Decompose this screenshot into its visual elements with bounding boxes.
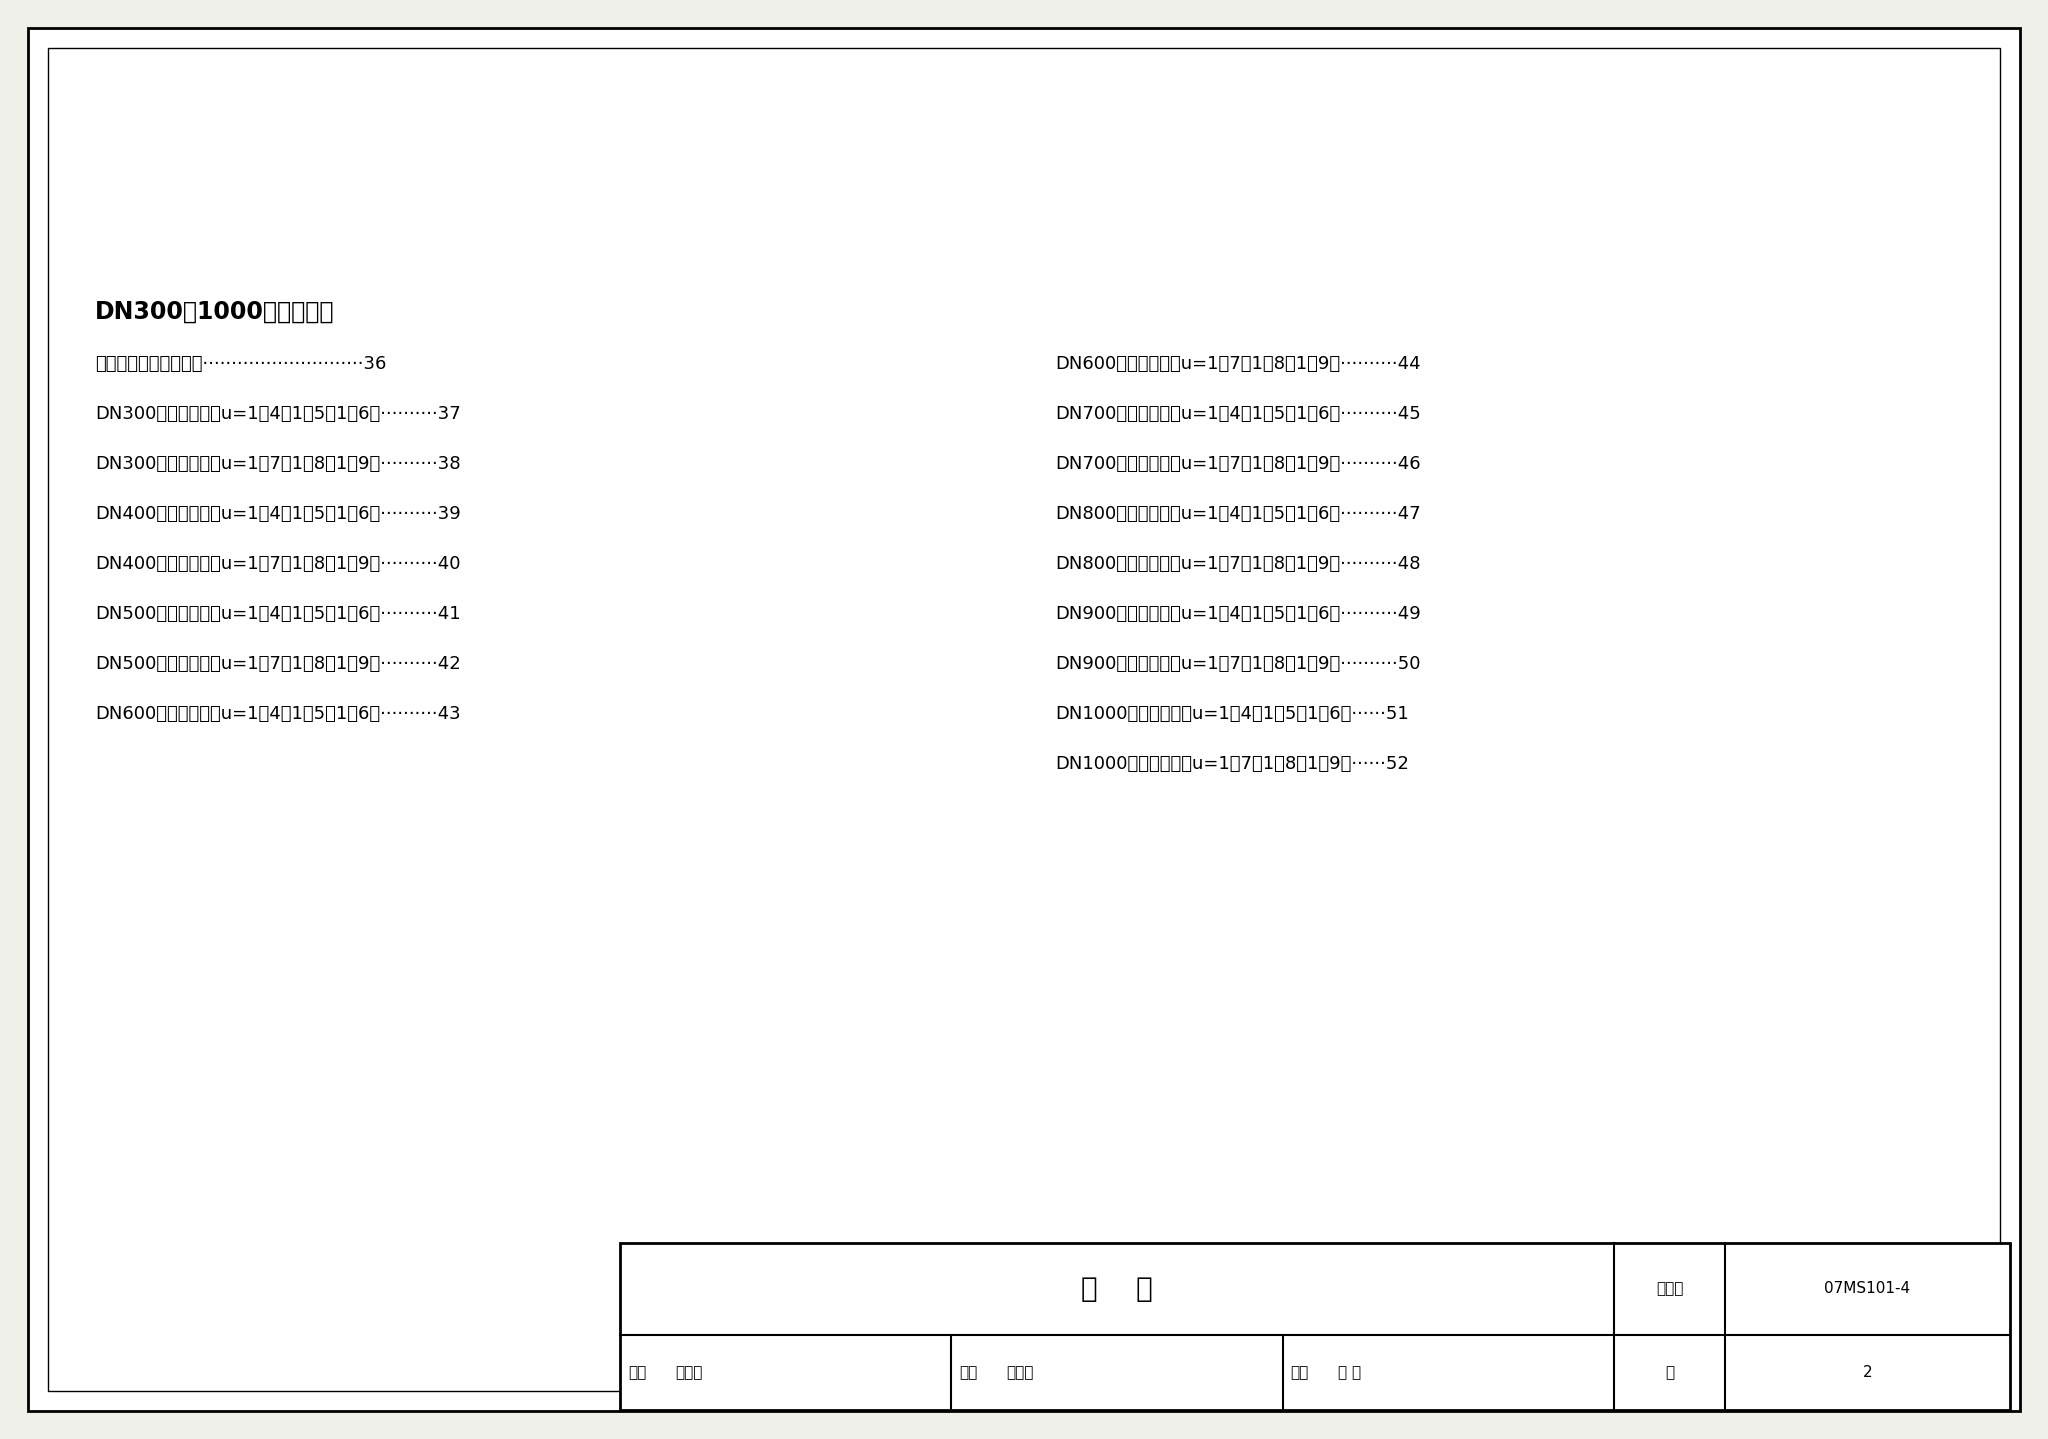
Text: 尹克明: 尹克明 <box>676 1366 702 1380</box>
Text: DN700支墩选用表（u=1／4、1／5、1／6）··········45: DN700支墩选用表（u=1／4、1／5、1／6）··········45 <box>1055 404 1421 423</box>
Text: 07MS101-4: 07MS101-4 <box>1825 1281 1911 1297</box>
Text: DN900支墩选用表（u=1／4、1／5、1／6）··········49: DN900支墩选用表（u=1／4、1／5、1／6）··········49 <box>1055 604 1421 623</box>
Text: 校对: 校对 <box>958 1366 977 1380</box>
Text: DN900支墩选用表（u=1／7、1／8、1／9）··········50: DN900支墩选用表（u=1／7、1／8、1／9）··········50 <box>1055 655 1421 673</box>
Text: DN600支墩选用表（u=1／4、1／5、1／6）··········43: DN600支墩选用表（u=1／4、1／5、1／6）··········43 <box>94 705 461 722</box>
Text: DN1000支墩选用表（u=1／4、1／5、1／6）······51: DN1000支墩选用表（u=1／4、1／5、1／6）······51 <box>1055 705 1409 722</box>
Text: DN1000支墩选用表（u=1／7、1／8、1／9）······52: DN1000支墩选用表（u=1／7、1／8、1／9）······52 <box>1055 755 1409 773</box>
Text: DN800支墩选用表（u=1／4、1／5、1／6）··········47: DN800支墩选用表（u=1／4、1／5、1／6）··········47 <box>1055 505 1421 522</box>
Text: 王水华: 王水华 <box>1006 1366 1034 1380</box>
Text: 页: 页 <box>1665 1366 1673 1380</box>
Text: DN600支墩选用表（u=1／7、1／8、1／9）··········44: DN600支墩选用表（u=1／7、1／8、1／9）··········44 <box>1055 355 1421 373</box>
Bar <box>621 1243 2009 1410</box>
Text: DN800支墩选用表（u=1／7、1／8、1／9）··········48: DN800支墩选用表（u=1／7、1／8、1／9）··········48 <box>1055 555 1421 573</box>
Text: 李 健: 李 健 <box>1337 1366 1360 1380</box>
Text: DN700支墩选用表（u=1／7、1／8、1／9）··········46: DN700支墩选用表（u=1／7、1／8、1／9）··········46 <box>1055 455 1421 473</box>
Text: 图集号: 图集号 <box>1655 1281 1683 1297</box>
Text: 目    录: 目 录 <box>1081 1275 1153 1302</box>
Text: DN400支墩选用表（u=1／4、1／5、1／6）··········39: DN400支墩选用表（u=1／4、1／5、1／6）··········39 <box>94 505 461 522</box>
Text: 2: 2 <box>1864 1366 1872 1380</box>
Text: 支墩构造图及相关参数····························36: 支墩构造图及相关参数····························36 <box>94 355 387 373</box>
Text: DN500支墩选用表（u=1／4、1／5、1／6）··········41: DN500支墩选用表（u=1／4、1／5、1／6）··········41 <box>94 604 461 623</box>
Text: DN400支墩选用表（u=1／7、1／8、1／9）··········40: DN400支墩选用表（u=1／7、1／8、1／9）··········40 <box>94 555 461 573</box>
Text: DN300～1000支墩选用表: DN300～1000支墩选用表 <box>94 299 334 324</box>
Text: 审核: 审核 <box>629 1366 647 1380</box>
Text: DN300支墩选用表（u=1／4、1／5、1／6）··········37: DN300支墩选用表（u=1／4、1／5、1／6）··········37 <box>94 404 461 423</box>
Text: DN300支墩选用表（u=1／7、1／8、1／9）··········38: DN300支墩选用表（u=1／7、1／8、1／9）··········38 <box>94 455 461 473</box>
Text: 设计: 设计 <box>1290 1366 1309 1380</box>
Text: DN500支墩选用表（u=1／7、1／8、1／9）··········42: DN500支墩选用表（u=1／7、1／8、1／9）··········42 <box>94 655 461 673</box>
